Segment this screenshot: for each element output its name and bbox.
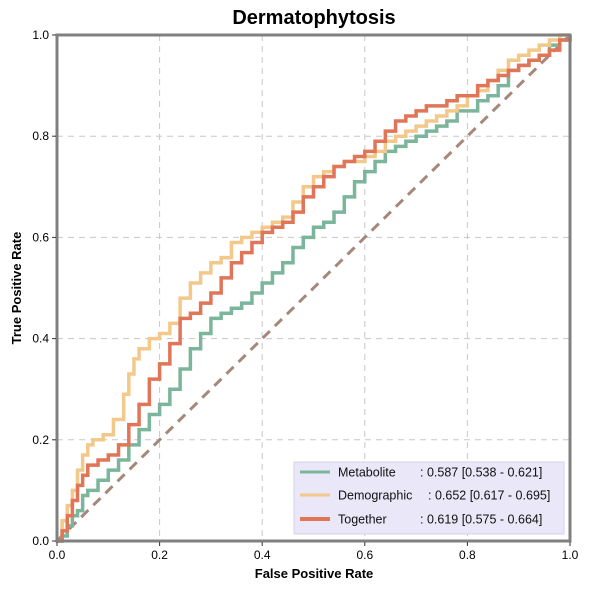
y-tick-label: 0.6 [32,230,49,244]
roc-curves [57,33,572,543]
y-tick-label: 1.0 [32,28,49,42]
legend: Metabolite : 0.587 [0.538 - 0.621] Demogra… [293,461,565,535]
y-axis-ticks: 0.0 0.2 0.4 0.6 0.8 1.0 [32,28,56,548]
chance-diagonal-line [55,33,572,543]
reference-diagonal [55,33,572,543]
roc-curve-together [57,35,572,543]
legend-box [293,461,565,535]
y-tick-label: 0.4 [32,332,49,346]
x-tick-label: 1.0 [562,548,579,562]
x-tick-label: 0.0 [49,548,66,562]
legend-series-name: Together [338,513,387,527]
x-axis-label: False Positive Rate [255,566,374,581]
x-tick-label: 0.4 [254,548,271,562]
legend-series-name: Metabolite [338,466,396,480]
legend-series-stat: : 0.587 [0.538 - 0.621] [420,466,542,480]
plot-frame [55,33,572,543]
y-tick-label: 0.8 [32,129,49,143]
legend-series-name: Demographic [338,489,412,503]
x-tick-label: 0.6 [356,548,373,562]
legend-series-stat: : 0.619 [0.575 - 0.664] [420,513,542,527]
y-axis-label: True Positive Rate [9,232,24,345]
roc-curve-metabolite [57,35,572,543]
legend-series-stat: : 0.652 [0.617 - 0.695] [428,489,550,503]
y-tick-label: 0.0 [32,534,49,548]
x-tick-label: 0.2 [151,548,168,562]
x-tick-label: 0.8 [459,548,476,562]
chart-title: Dermatophytosis [232,7,395,29]
y-tick-label: 0.2 [32,433,49,447]
x-axis-ticks: 0.0 0.2 0.4 0.6 0.8 1.0 [49,542,579,562]
